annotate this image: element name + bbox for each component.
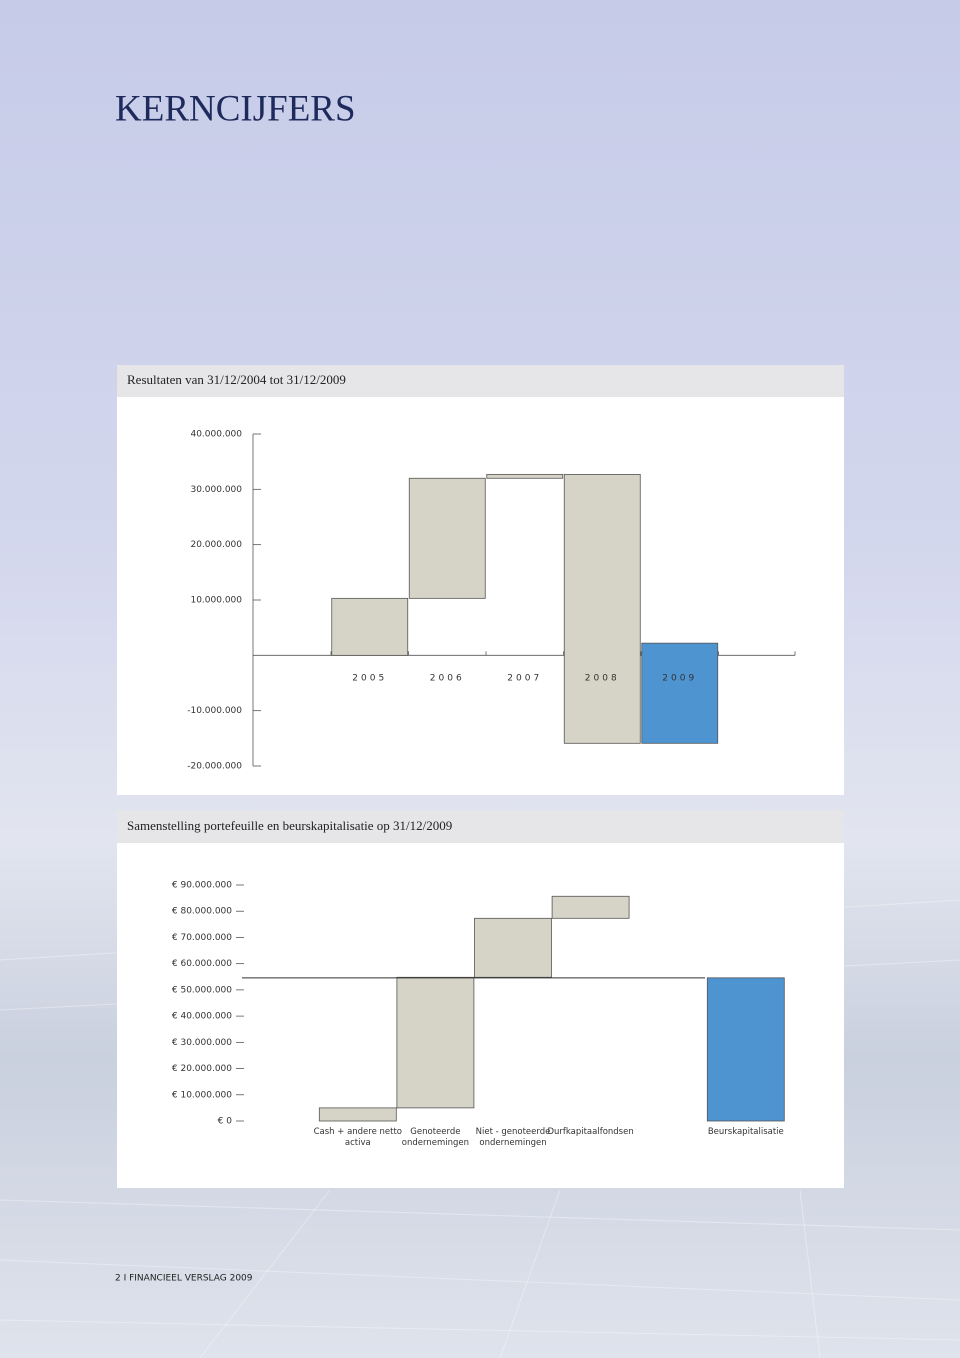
bar <box>474 917 552 978</box>
panel-header <box>117 365 844 397</box>
bar <box>551 895 630 919</box>
bar <box>408 477 486 599</box>
y-tick-label: 40.000.000 <box>190 430 242 440</box>
y-tick-label: € 0 <box>218 1117 233 1127</box>
x-tick-label: 2007 <box>507 674 542 684</box>
y-tick-label: 20.000.000 <box>190 540 242 550</box>
bar <box>331 597 409 656</box>
page-title: KERNCIJFERS <box>115 88 356 129</box>
chart-title: Resultaten van 31/12/2004 tot 31/12/2009 <box>127 372 346 387</box>
y-tick-label: € 70.000.000 <box>172 933 232 943</box>
bar <box>706 977 785 1122</box>
x-tick-label: 2005 <box>352 674 387 684</box>
bar <box>486 473 564 479</box>
y-tick-label: -10.000.000 <box>187 706 242 716</box>
y-tick-label: € 80.000.000 <box>172 907 232 917</box>
bar <box>318 1107 397 1122</box>
x-tick-label: 2006 <box>430 674 465 684</box>
y-tick-label: € 20.000.000 <box>172 1064 232 1074</box>
y-tick-label: 30.000.000 <box>190 485 242 495</box>
x-tick-label: Beurskapitalisatie <box>707 1127 784 1137</box>
y-tick-label: € 50.000.000 <box>172 985 232 995</box>
x-tick-label: Genoteerde ondernemingen <box>401 1127 469 1148</box>
y-tick-label: € 10.000.000 <box>172 1090 232 1100</box>
y-tick-label: € 60.000.000 <box>172 959 232 969</box>
chart-title: Samenstelling portefeuille en beurskapit… <box>127 818 452 833</box>
x-tick-label: 2009 <box>662 674 697 684</box>
y-tick-label: € 30.000.000 <box>172 1038 232 1048</box>
footer: 2 I FINANCIEEL VERSLAG 2009 <box>115 1274 253 1284</box>
y-tick-label: -20.000.000 <box>187 762 242 772</box>
x-tick-label: Niet - genoteerde ondernemingen <box>475 1127 551 1148</box>
bar <box>563 473 641 744</box>
y-tick-label: € 90.000.000 <box>172 881 232 891</box>
x-tick-label: Durfkapitaalfondsen <box>547 1127 634 1137</box>
bar <box>641 642 719 744</box>
y-tick-label: 10.000.000 <box>190 596 242 606</box>
x-tick-label: Cash + andere netto activa <box>313 1127 403 1148</box>
panel-header <box>117 810 844 843</box>
x-tick-label: 2008 <box>585 674 620 684</box>
y-tick-label: € 40.000.000 <box>172 1012 232 1022</box>
bar <box>396 976 475 1109</box>
